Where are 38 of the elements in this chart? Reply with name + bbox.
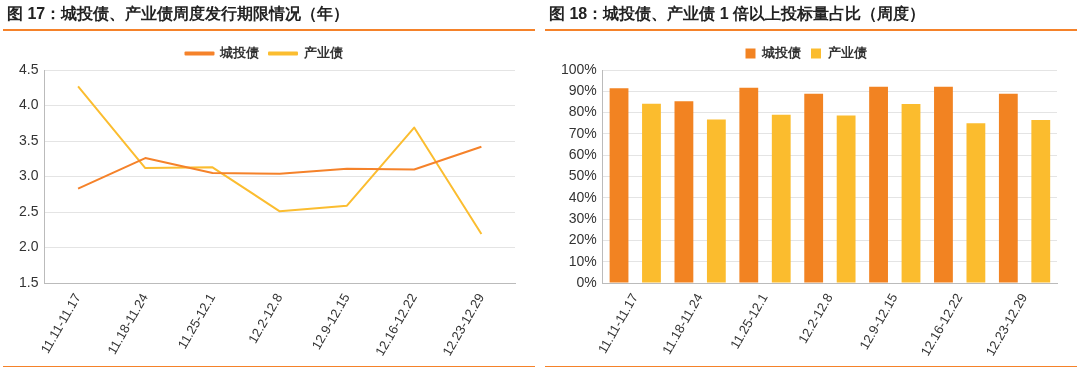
y-tick-label: 10% bbox=[568, 252, 597, 269]
chart-title: 图 18：城投债、产业债 1 倍以上投标量占比（周度） bbox=[545, 2, 1077, 31]
legend-label: 城投债 bbox=[761, 45, 801, 61]
y-tick-label: 4.0 bbox=[18, 96, 39, 113]
bar bbox=[1031, 120, 1051, 283]
y-tick-label: 20% bbox=[568, 231, 597, 248]
y-tick-label: 100% bbox=[560, 60, 597, 77]
bar bbox=[739, 87, 759, 283]
y-tick-label: 80% bbox=[568, 103, 597, 120]
y-tick-label: 50% bbox=[568, 167, 597, 184]
legend-label: 产业债 bbox=[826, 45, 867, 61]
y-tick-label: 4.5 bbox=[18, 60, 39, 77]
bar bbox=[674, 101, 694, 283]
bar bbox=[934, 86, 953, 283]
bar bbox=[869, 86, 888, 283]
y-tick-label: 30% bbox=[568, 210, 597, 227]
bar bbox=[642, 103, 661, 283]
y-tick-label: 1.5 bbox=[18, 273, 39, 290]
y-tick-label: 0% bbox=[576, 273, 597, 290]
bar bbox=[804, 93, 824, 283]
bar bbox=[706, 119, 726, 283]
legend-label: 城投债 bbox=[219, 45, 259, 61]
chart-title: 图 17：城投债、产业债周度发行期限情况（年） bbox=[3, 2, 535, 31]
bar bbox=[771, 114, 791, 283]
y-tick-label: 40% bbox=[568, 188, 597, 205]
y-tick-label: 3.5 bbox=[18, 131, 39, 148]
legend-label: 产业债 bbox=[302, 45, 343, 61]
y-tick-label: 70% bbox=[568, 124, 597, 141]
bar bbox=[901, 104, 921, 283]
bar bbox=[836, 115, 856, 283]
bar bbox=[966, 123, 986, 283]
y-tick-label: 2.0 bbox=[18, 238, 39, 255]
y-tick-label: 60% bbox=[568, 146, 597, 163]
y-tick-label: 2.5 bbox=[18, 202, 39, 219]
bar bbox=[998, 93, 1018, 283]
y-tick-label: 90% bbox=[568, 82, 597, 99]
y-tick-label: 3.0 bbox=[18, 167, 39, 184]
bar bbox=[609, 88, 629, 283]
